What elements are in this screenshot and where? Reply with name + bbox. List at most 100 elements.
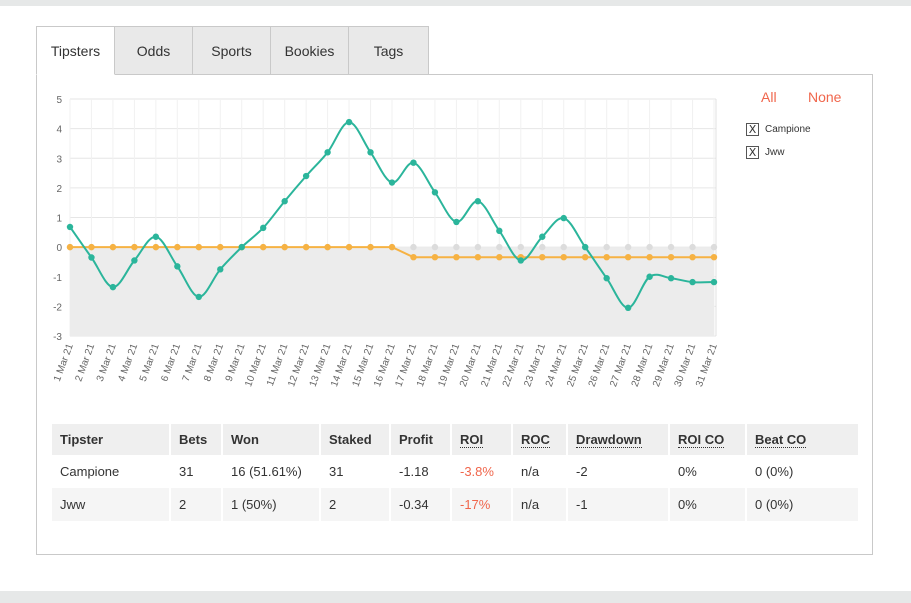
data-point-jww: [582, 253, 589, 261]
cell-tipster: Jww: [52, 488, 171, 521]
y-tick-label: 1: [56, 214, 62, 225]
x-tick-label: 8 Mar 21: [202, 342, 226, 383]
cell-roi-co: 0%: [670, 455, 747, 488]
baseline-point: [431, 243, 439, 251]
cell-roi: -17%: [452, 488, 513, 521]
legend-item-jww[interactable]: X Jww: [746, 146, 784, 159]
data-point-jww: [474, 253, 482, 261]
data-point-jww: [345, 243, 353, 251]
cell-won: 16 (51.61%): [223, 455, 321, 488]
x-tick-label: 1 Mar 21: [52, 342, 76, 383]
x-tick-label: 31 Mar 21: [694, 342, 720, 388]
column-header-roc[interactable]: ROC: [513, 424, 568, 455]
column-header-staked: Staked: [321, 424, 391, 455]
baseline-point: [689, 243, 696, 251]
legend-item-label: Campione: [765, 124, 811, 135]
column-header-drawdown[interactable]: Drawdown: [568, 424, 670, 455]
baseline-point: [646, 243, 653, 251]
baseline-point: [710, 243, 718, 251]
baseline-point: [474, 243, 482, 251]
cell-beat-co: 0 (0%): [747, 488, 858, 521]
checkbox-icon[interactable]: X: [746, 146, 759, 159]
x-tick-label: 7 Mar 21: [181, 342, 205, 383]
data-point-campione: [345, 118, 353, 126]
bottom-border: [0, 591, 911, 603]
legend-select-none[interactable]: None: [808, 89, 842, 105]
baseline-point: [453, 243, 460, 251]
data-point-campione: [260, 224, 267, 232]
data-point-campione: [174, 263, 181, 270]
data-point-campione: [496, 227, 503, 235]
legend-item-campione[interactable]: X Campione: [746, 123, 811, 136]
data-point-jww: [496, 253, 503, 261]
tab-bar: Tipsters Odds Sports Bookies Tags: [36, 26, 429, 75]
data-point-jww: [174, 243, 181, 251]
table-row: Jww 2 1 (50%) 2 -0.34 -17% n/a -1 0% 0 (…: [52, 488, 858, 521]
data-point-campione: [560, 214, 567, 222]
column-header-roi[interactable]: ROI: [452, 424, 513, 455]
cell-profit: -1.18: [391, 455, 452, 488]
tab-tipsters[interactable]: Tipsters: [36, 26, 115, 75]
data-point-jww: [431, 253, 439, 261]
data-point-campione: [517, 257, 524, 264]
y-tick-label: 2: [56, 184, 62, 195]
cell-beat-co: 0 (0%): [747, 455, 858, 488]
x-tick-label: 5 Mar 21: [138, 342, 162, 383]
column-header-profit: Profit: [391, 424, 452, 455]
data-point-jww: [131, 243, 138, 251]
legend-select-all[interactable]: All: [761, 89, 777, 105]
data-point-jww: [689, 253, 696, 261]
y-tick-label: -3: [53, 332, 62, 343]
data-point-campione: [217, 266, 224, 273]
data-point-jww: [302, 243, 310, 251]
tab-label: Odds: [136, 42, 171, 59]
baseline-point: [517, 243, 524, 251]
column-header-roi-label: ROI: [460, 432, 484, 448]
cell-drawdown: -1: [568, 488, 670, 521]
data-point-campione: [582, 243, 589, 251]
data-point-campione: [281, 198, 288, 205]
data-point-jww: [710, 253, 718, 261]
tab-label: Tags: [373, 42, 404, 59]
data-point-campione: [474, 198, 482, 205]
y-tick-label: 4: [56, 125, 62, 136]
data-point-campione: [410, 159, 417, 166]
data-point-campione: [152, 233, 160, 240]
top-border: [0, 0, 911, 6]
column-header-tipster: Tipster: [52, 424, 171, 455]
data-point-campione: [453, 218, 460, 226]
checkbox-icon[interactable]: X: [746, 123, 759, 136]
data-point-jww: [66, 243, 74, 251]
column-header-beat-co[interactable]: Beat CO: [747, 424, 858, 455]
table-row: Campione 31 16 (51.61%) 31 -1.18 -3.8% n…: [52, 455, 858, 488]
column-header-beat-co-label: Beat CO: [755, 432, 807, 448]
data-point-campione: [624, 304, 632, 312]
data-point-jww: [388, 243, 396, 251]
data-point-jww: [281, 243, 288, 251]
baseline-point: [624, 243, 632, 251]
tab-tags[interactable]: Tags: [349, 26, 429, 75]
data-point-jww: [195, 243, 202, 251]
data-point-campione: [324, 149, 331, 156]
y-tick-label: 3: [56, 154, 62, 165]
data-point-campione: [302, 172, 310, 180]
tab-label: Tipsters: [50, 42, 101, 59]
column-header-won: Won: [223, 424, 321, 455]
data-point-campione: [710, 278, 718, 286]
cell-staked: 2: [321, 488, 391, 521]
column-header-roi-co[interactable]: ROI CO: [670, 424, 747, 455]
data-point-campione: [388, 179, 396, 186]
data-point-jww: [88, 243, 95, 251]
data-point-jww: [560, 253, 567, 261]
data-point-campione: [646, 273, 653, 280]
data-point-campione: [539, 233, 546, 240]
cell-roi: -3.8%: [452, 455, 513, 488]
legend-item-label: Jww: [765, 147, 785, 158]
tab-label: Sports: [211, 42, 252, 59]
data-point-jww: [453, 253, 460, 261]
data-point-campione: [689, 278, 696, 286]
data-point-campione: [238, 243, 245, 251]
data-point-jww: [410, 253, 417, 261]
tab-sports[interactable]: Sports: [193, 26, 271, 75]
data-point-campione: [88, 254, 95, 261]
